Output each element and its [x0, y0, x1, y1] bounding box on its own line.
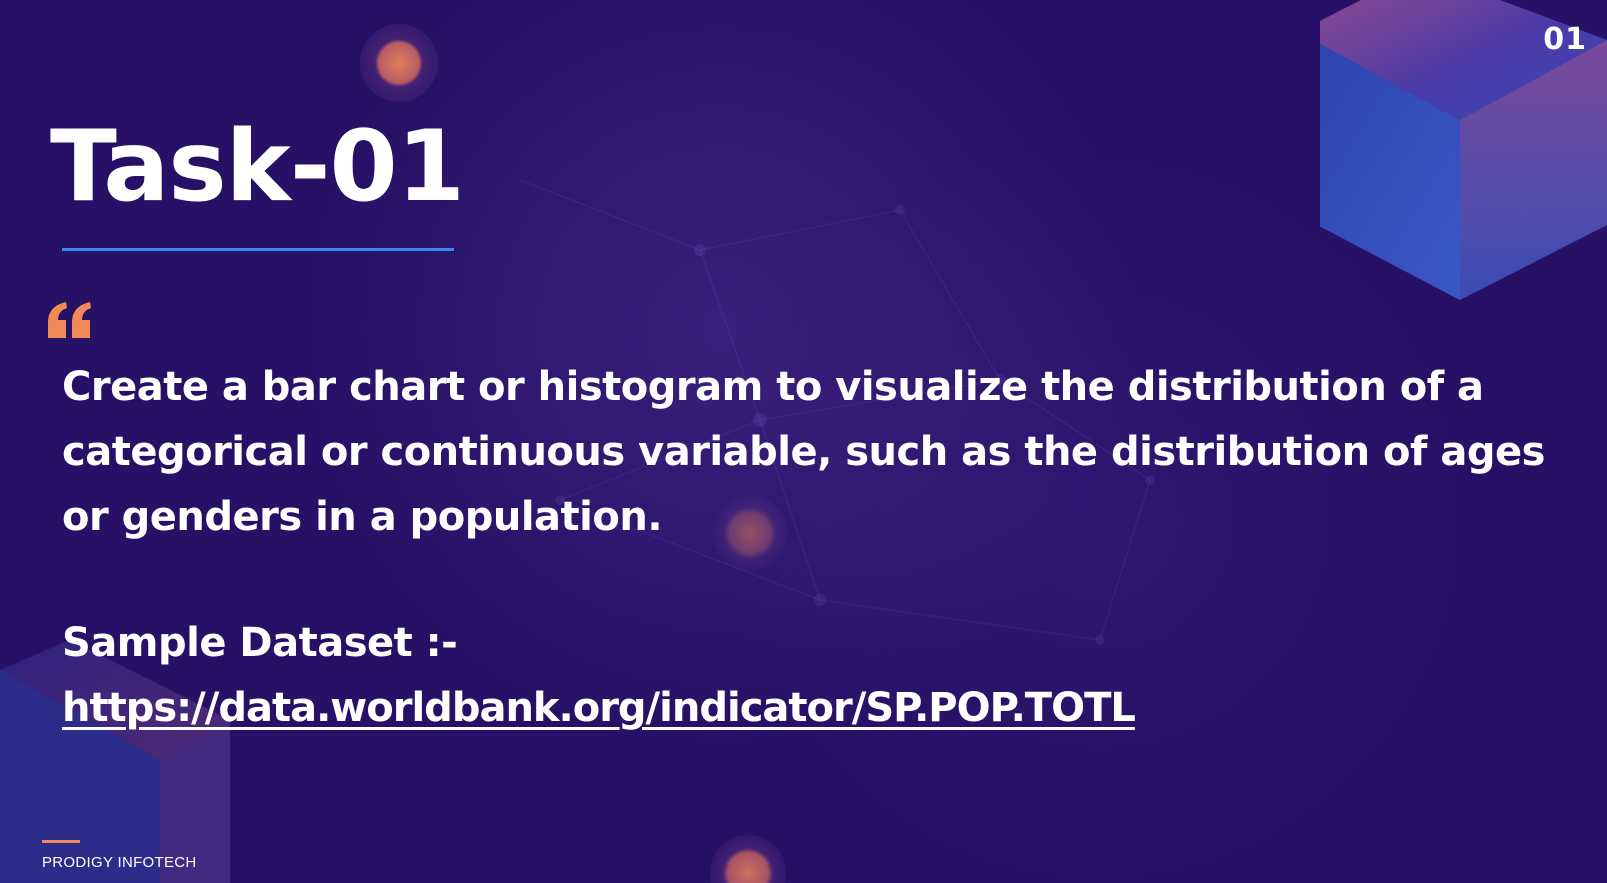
footer-accent-line [42, 840, 80, 843]
footer-brand: PRODIGY INFOTECH [42, 854, 197, 871]
slide-title: Task-01 [50, 110, 465, 224]
task-description: Create a bar chart or histogram to visua… [62, 364, 1545, 540]
quote-mark-icon [48, 302, 91, 338]
title-underline [62, 248, 454, 251]
dataset-link[interactable]: https://data.worldbank.org/indicator/SP.… [62, 685, 1136, 731]
cube-decoration-top-right [1320, 0, 1607, 300]
orb-decoration-middle [712, 495, 788, 571]
orb-decoration-top [360, 24, 438, 102]
slide-number: 01 [1543, 22, 1587, 57]
cube-decoration-bottom-left [0, 640, 230, 883]
dataset-label: Sample Dataset :- [62, 620, 458, 666]
